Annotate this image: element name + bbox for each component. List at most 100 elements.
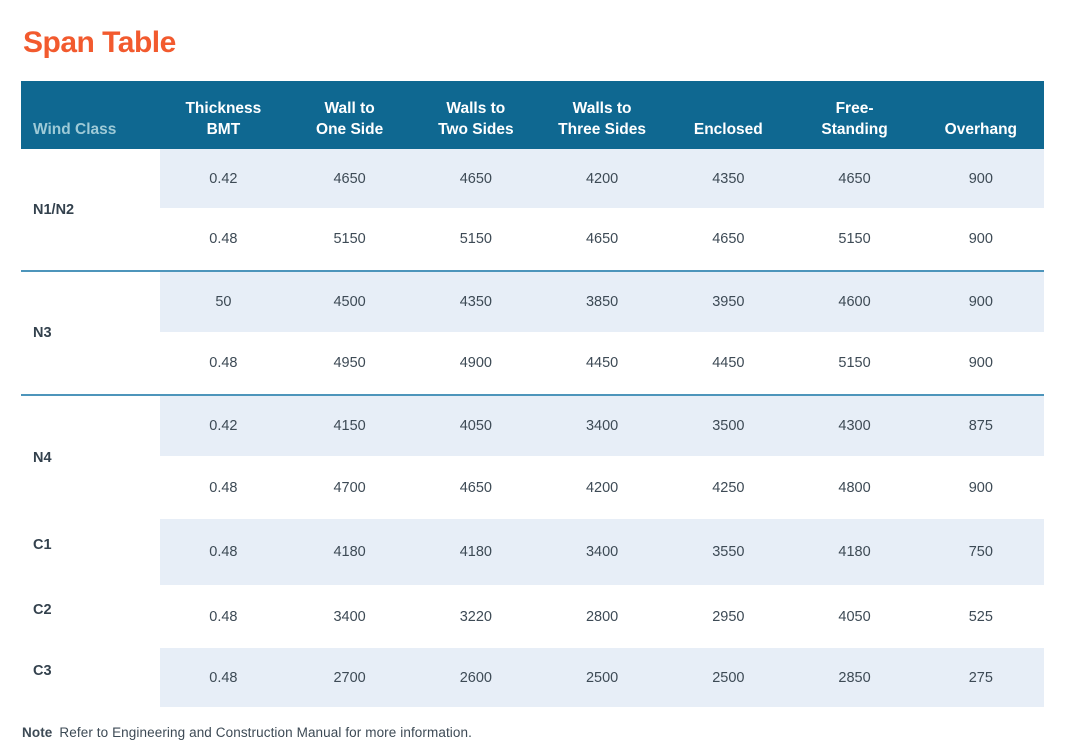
- table-cell: 4300: [791, 395, 918, 456]
- table-cell: 4500: [286, 271, 413, 332]
- table-row: C1 0.48 4180 4180 3400 3550 4180 750: [21, 519, 1044, 585]
- table-cell: 3850: [538, 271, 666, 332]
- table-cell: 5150: [791, 332, 918, 395]
- wind-class-group-c3: C3 0.48 2700 2600 2500 2500 2850 275: [21, 648, 1044, 707]
- note-text: Refer to Engineering and Construction Ma…: [59, 725, 472, 740]
- header-line: Walls to: [446, 100, 506, 117]
- table-cell: 2700: [286, 648, 413, 707]
- table-cell: 525: [917, 585, 1044, 648]
- table-cell: 3950: [665, 271, 792, 332]
- header-line: Thickness: [185, 100, 262, 117]
- wind-class-group-c1: C1 0.48 4180 4180 3400 3550 4180 750: [21, 519, 1044, 585]
- table-cell: 0.48: [160, 585, 287, 648]
- table-row: N3 50 4500 4350 3850 3950 4600 900: [21, 271, 1044, 395]
- table-cell: 900: [917, 208, 1044, 271]
- span-table: Wind Class Thickness BMT Wall to One Sid…: [21, 81, 1044, 707]
- table-cell: 4450: [665, 332, 792, 395]
- table-cell: 3400: [286, 585, 413, 648]
- table-cell: 0.48: [160, 648, 287, 707]
- table-cell: 900: [917, 332, 1044, 395]
- table-cell: 0.48: [160, 456, 287, 519]
- table-row: 0.48 4950 4900 4450 4450 5150 900: [21, 332, 1044, 395]
- table-cell: 2500: [665, 648, 792, 707]
- wind-class-label: C3: [21, 648, 161, 707]
- table-cell: 4250: [665, 456, 792, 519]
- column-header-enclosed: Enclosed: [665, 81, 792, 149]
- column-header-wind-class: Wind Class: [21, 81, 161, 149]
- table-cell: 0.42: [160, 395, 287, 456]
- table-cell: 2500: [538, 648, 666, 707]
- table-cell: 3500: [665, 395, 792, 456]
- table-row: C3 0.48 2700 2600 2500 2500 2850 275: [21, 648, 1044, 707]
- table-cell: 4900: [412, 332, 539, 395]
- table-row: 0.48 5150 5150 4650 4650 5150 900: [21, 208, 1044, 271]
- header-line: Three Sides: [558, 121, 647, 138]
- table-cell: 4350: [412, 271, 539, 332]
- table-cell: 4350: [665, 149, 792, 208]
- column-header-free-standing: Free- Standing: [791, 81, 918, 149]
- table-cell: 0.48: [160, 519, 287, 585]
- table-row: N4 0.42 4150 4050 3400 3500 4300 875: [21, 395, 1044, 519]
- table-cell: 4650: [791, 149, 918, 208]
- table-cell: 900: [917, 271, 1044, 332]
- header-line: BMT: [206, 121, 241, 138]
- table-cell: 4050: [791, 585, 918, 648]
- table-cell: 4700: [286, 456, 413, 519]
- table-cell: 3400: [538, 395, 666, 456]
- table-cell: 3220: [412, 585, 539, 648]
- table-cell: 2800: [538, 585, 666, 648]
- column-header-thickness-bmt: Thickness BMT: [160, 81, 287, 149]
- wind-class-group-c2: C2 0.48 3400 3220 2800 2950 4050 525: [21, 585, 1044, 648]
- header-line: Walls to: [572, 100, 632, 117]
- wind-class-label: N1/N2: [21, 149, 161, 271]
- header-line: Wall to: [324, 100, 375, 117]
- table-cell: 3400: [538, 519, 666, 585]
- header-line: One Side: [316, 121, 384, 138]
- header-line: Enclosed: [693, 121, 763, 138]
- table-cell: 2850: [791, 648, 918, 707]
- table-row: C2 0.48 3400 3220 2800 2950 4050 525: [21, 585, 1044, 648]
- column-header-walls-to-three-sides: Walls to Three Sides: [538, 81, 666, 149]
- table-cell: 4650: [412, 149, 539, 208]
- table-cell: 275: [917, 648, 1044, 707]
- table-cell: 0.48: [160, 208, 287, 271]
- table-cell: 875: [917, 395, 1044, 456]
- table-cell: 4180: [286, 519, 413, 585]
- table-cell: 4650: [538, 208, 666, 271]
- wind-class-label: N3: [21, 271, 161, 395]
- wind-class-label: C1: [21, 519, 161, 585]
- table-cell: 4180: [791, 519, 918, 585]
- header-line: Two Sides: [438, 121, 514, 138]
- table-cell: 0.48: [160, 332, 287, 395]
- table-cell: 4180: [412, 519, 539, 585]
- table-cell: 4650: [665, 208, 792, 271]
- table-cell: 4650: [412, 456, 539, 519]
- table-cell: 900: [917, 456, 1044, 519]
- wind-class-label: N4: [21, 395, 161, 519]
- table-cell: 5150: [412, 208, 539, 271]
- table-cell: 0.42: [160, 149, 287, 208]
- column-header-overhang: Overhang: [917, 81, 1044, 149]
- table-cell: 5150: [791, 208, 918, 271]
- table-cell: 4200: [538, 149, 666, 208]
- wind-class-label: C2: [21, 585, 161, 648]
- table-cell: 5150: [286, 208, 413, 271]
- table-cell: 2950: [665, 585, 792, 648]
- table-cell: 4050: [412, 395, 539, 456]
- table-header: Wind Class Thickness BMT Wall to One Sid…: [21, 81, 1044, 149]
- table-cell: 4600: [791, 271, 918, 332]
- wind-class-group-n4: N4 0.42 4150 4050 3400 3500 4300 875 0.4…: [21, 395, 1044, 519]
- table-row: N1/N2 0.42 4650 4650 4200 4350 4650 900: [21, 149, 1044, 271]
- header-line: Overhang: [944, 121, 1018, 138]
- header-row: Wind Class Thickness BMT Wall to One Sid…: [21, 81, 1044, 149]
- table-cell: 4150: [286, 395, 413, 456]
- table-row: 0.48 4700 4650 4200 4250 4800 900: [21, 456, 1044, 519]
- note-label: Note: [22, 725, 53, 740]
- table-cell: 900: [917, 149, 1044, 208]
- table-cell: 4650: [286, 149, 413, 208]
- table-cell: 4800: [791, 456, 918, 519]
- column-header-walls-to-two-sides: Walls to Two Sides: [412, 81, 539, 149]
- note: Note Refer to Engineering and Constructio…: [22, 725, 472, 740]
- header-line: Free-: [835, 100, 874, 117]
